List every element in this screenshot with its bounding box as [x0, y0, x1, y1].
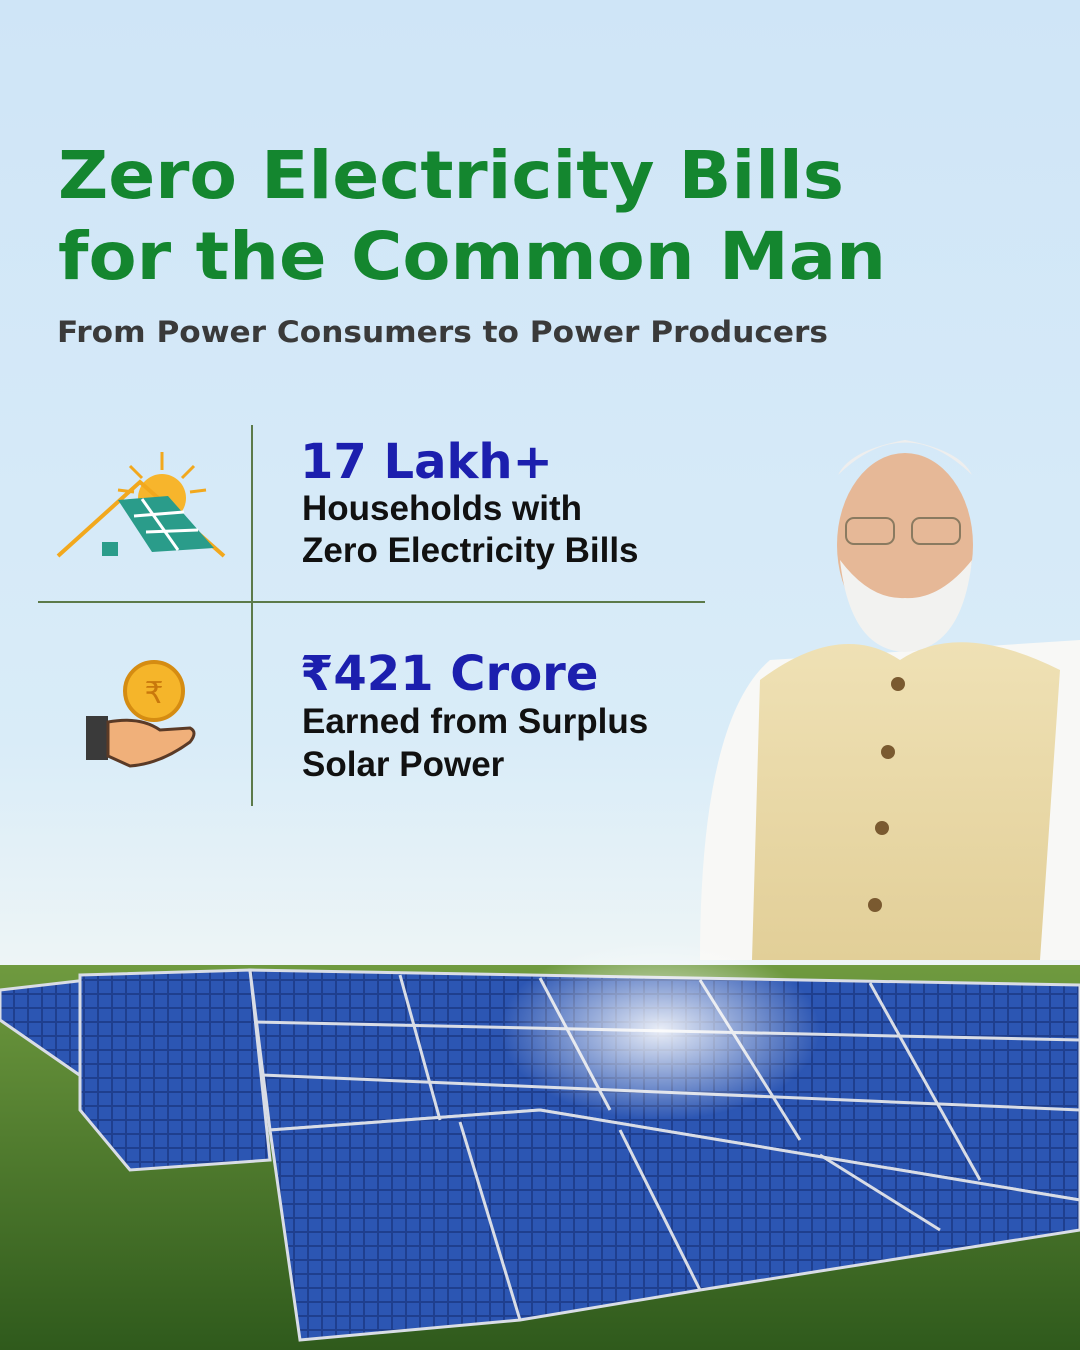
subtitle: From Power Consumers to Power Producers — [57, 315, 828, 349]
stat-label: Zero Electricity Bills — [302, 531, 639, 570]
title: for the Common Man — [58, 218, 886, 295]
coin-hand-icon: ₹ — [86, 660, 196, 768]
stat-value: ₹421 Crore — [300, 646, 598, 702]
svg-text:₹: ₹ — [144, 676, 163, 711]
stat-value: 17 Lakh+ — [300, 434, 553, 490]
stat-label: Households with — [302, 489, 582, 528]
house-icon — [56, 452, 226, 558]
person — [700, 440, 1080, 960]
stat-label: Solar Power — [302, 745, 505, 784]
sun-glare — [500, 940, 820, 1120]
title: Zero Electricity Bills — [58, 137, 844, 214]
stat-label: Earned from Surplus — [302, 702, 648, 741]
